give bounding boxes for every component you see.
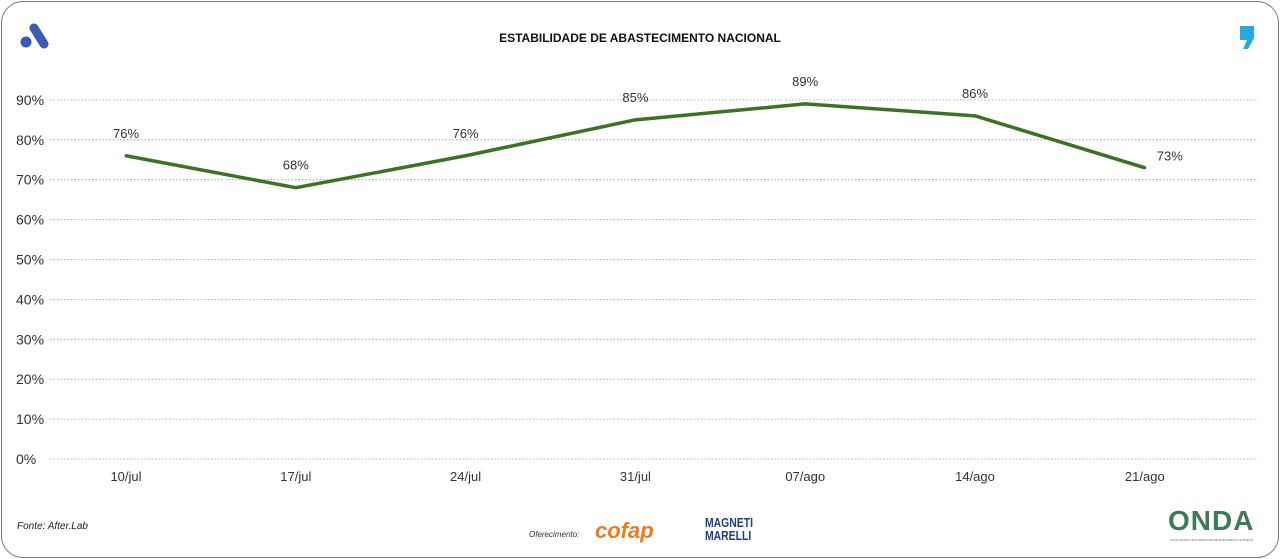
data-point [294, 186, 298, 190]
y-tick-label: 90% [16, 92, 44, 108]
line-chart: 0% 10% 20% 30% 40% 50% 60% 70% 80% 90% 10/jul 17/ju… [16, 74, 1258, 484]
data-label: 89% [792, 74, 818, 89]
mm-line1: MAGNETI [705, 515, 753, 530]
data-label: 76% [113, 126, 139, 141]
x-tick-label: 21/ago [1125, 469, 1165, 484]
x-tick-label: 31/jul [620, 469, 651, 484]
y-tick-label: 70% [16, 172, 44, 188]
y-tick-label: 80% [16, 132, 44, 148]
y-tick-label: 30% [16, 331, 44, 347]
data-label: 68% [283, 158, 309, 173]
data-point [633, 118, 637, 122]
cofap-logo: cofap [595, 518, 654, 543]
series-line [125, 102, 1146, 190]
y-tick-label: 40% [16, 291, 44, 307]
y-tick-label: 10% [16, 411, 44, 427]
source-note: Fonte: After.Lab [17, 521, 88, 532]
x-tick-label: 17/jul [280, 469, 311, 484]
chart-title: ESTABILIDADE DE ABASTECIMENTO NACIONAL [499, 31, 781, 45]
app-logo-icon [20, 23, 49, 49]
magneti-marelli-logo: MAGNETI MARELLI [705, 516, 753, 542]
data-point [464, 154, 468, 158]
x-tick-label: 07/ago [785, 469, 825, 484]
x-tick-label: 14/ago [955, 469, 995, 484]
x-tick-label: 10/jul [110, 469, 141, 484]
data-point [1143, 166, 1147, 170]
y-tick-label: 60% [16, 212, 44, 228]
quote-logo-icon [1240, 26, 1254, 49]
x-tick-label: 24/jul [450, 469, 481, 484]
onda-logo: ONDA [1168, 505, 1255, 536]
onda-subtitle: OSCILAÇÕES NOS NÍVEIS DE ABASTECIMENTO E… [1170, 538, 1254, 542]
data-label: 86% [962, 86, 988, 101]
data-label: 73% [1157, 149, 1183, 164]
data-label: 76% [453, 126, 479, 141]
data-label: 85% [622, 90, 648, 105]
mm-line2: MARELLI [705, 528, 752, 543]
data-point [803, 102, 807, 106]
y-tick-label: 0% [16, 451, 36, 467]
y-tick-label: 20% [16, 371, 44, 387]
data-point [124, 154, 128, 158]
data-point [973, 114, 977, 118]
y-tick-label: 50% [16, 252, 44, 268]
sponsor-label: Oferecimento: [529, 530, 580, 539]
